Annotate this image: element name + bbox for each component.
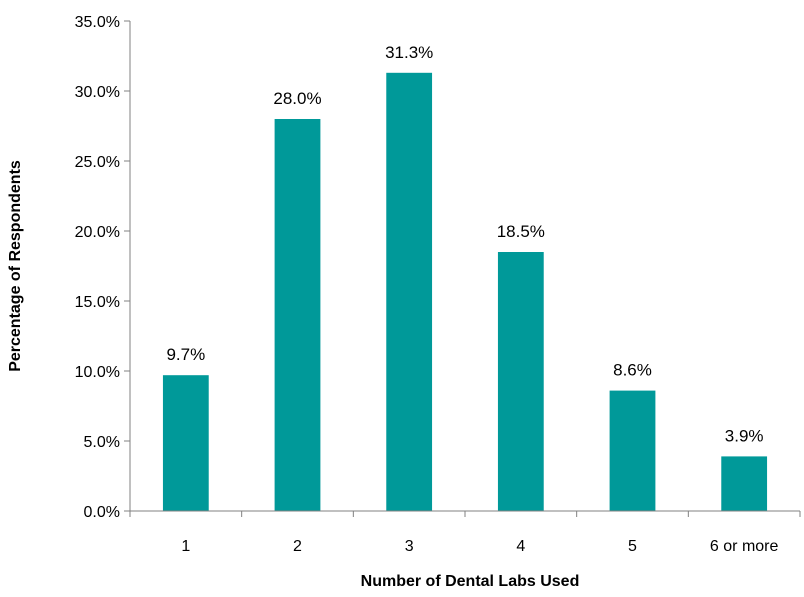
bar	[609, 390, 656, 511]
y-axis-title: Percentage of Respondents	[7, 160, 24, 372]
bar	[497, 252, 544, 511]
x-axis-ticks: 1 2 3 4 5 6 or more	[129, 511, 801, 555]
y-tick-label: 35.0%	[75, 14, 120, 31]
bar	[274, 119, 321, 511]
data-label: 28.0%	[273, 89, 321, 108]
x-axis-title: Number of Dental Labs Used	[361, 573, 580, 590]
data-labels: 9.7% 28.0% 31.3% 18.5% 8.6% 3.9%	[166, 43, 763, 446]
x-tick-label: 3	[405, 538, 414, 555]
y-tick-label: 25.0%	[75, 154, 120, 171]
x-tick-label: 4	[516, 538, 525, 555]
data-label: 31.3%	[385, 43, 433, 62]
data-label: 3.9%	[725, 426, 764, 445]
data-label: 18.5%	[497, 222, 545, 241]
x-tick-label: 6 or more	[710, 538, 779, 555]
y-tick-label: 10.0%	[75, 364, 120, 381]
bar	[162, 375, 209, 511]
data-label: 9.7%	[166, 345, 205, 364]
bar	[721, 456, 768, 511]
x-tick-label: 5	[628, 538, 637, 555]
y-tick-label: 0.0%	[84, 504, 120, 521]
bars	[162, 72, 768, 512]
y-axis-ticks: 0.0% 5.0% 10.0% 15.0% 20.0% 25.0% 30.0% 35.0%	[75, 14, 130, 521]
y-tick-label: 15.0%	[75, 294, 120, 311]
x-tick-label: 2	[293, 538, 302, 555]
data-label: 8.6%	[613, 361, 652, 380]
y-tick-label: 30.0%	[75, 84, 120, 101]
y-tick-label: 5.0%	[84, 434, 120, 451]
x-tick-label: 1	[181, 538, 190, 555]
bar	[386, 72, 433, 512]
y-tick-label: 20.0%	[75, 224, 120, 241]
